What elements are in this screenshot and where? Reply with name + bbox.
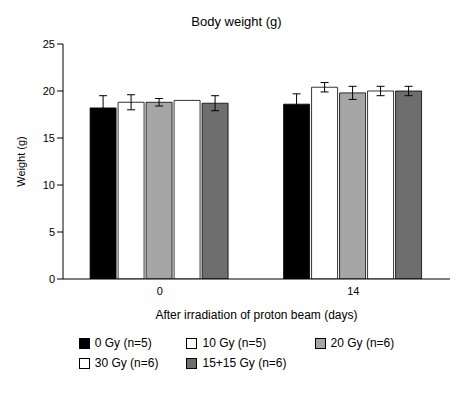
svg-text:5: 5 <box>49 226 55 238</box>
html-text:20 Gy (n=6): 20 Gy (n=6) <box>330 336 395 350</box>
svg-text:14: 14 <box>347 285 359 297</box>
html-text:10 Gy (n=5): 10 Gy (n=5) <box>202 336 267 350</box>
svg-text:After irradiation of proton be: After irradiation of proton beam (days) <box>155 308 357 322</box>
svg-text:20: 20 <box>43 85 55 97</box>
svg-text:0: 0 <box>49 273 55 285</box>
html-text:30 Gy (n=6): 30 Gy (n=6) <box>94 356 159 370</box>
svg-text:0: 0 <box>157 285 163 297</box>
svg-text:25: 25 <box>43 38 55 50</box>
svg-text:Weight (g): Weight (g) <box>15 136 27 187</box>
html-text:15+15 Gy (n=6): 15+15 Gy (n=6) <box>202 356 287 370</box>
svg-text:10: 10 <box>43 179 55 191</box>
svg-text:15: 15 <box>43 132 55 144</box>
html-text:Body weight (g): Body weight (g) <box>191 14 282 29</box>
html-text:0 Gy (n=5): 0 Gy (n=5) <box>94 336 152 350</box>
